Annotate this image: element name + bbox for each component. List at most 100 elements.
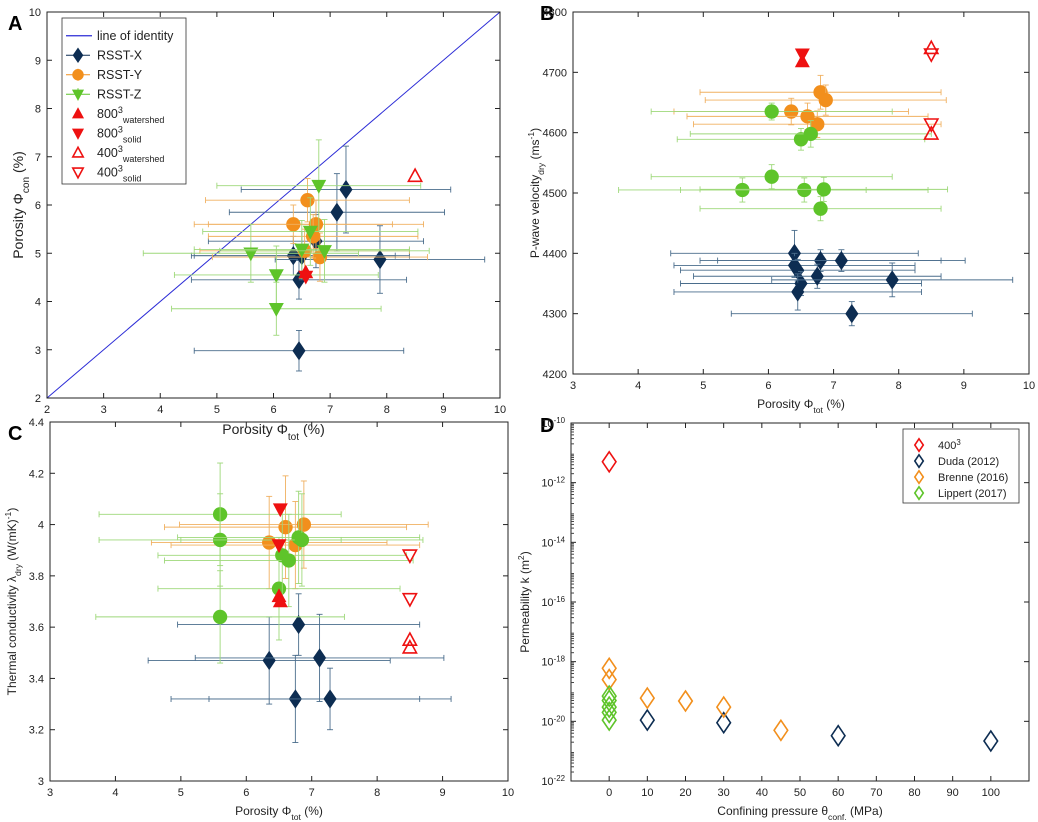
data-point — [407, 167, 424, 183]
legend-label: 8003watershed — [97, 105, 164, 125]
x-tick-label: 4 — [157, 404, 163, 416]
plot-area — [618, 39, 1014, 327]
legend-entry: Brenne (2016) — [913, 469, 1008, 485]
data-point — [677, 689, 694, 713]
y-tick-label: 3.8 — [29, 571, 44, 583]
x-tick-label: 5 — [214, 404, 220, 416]
legend-label: RSST-X — [97, 48, 143, 62]
y-tick-label: 4700 — [543, 67, 567, 79]
y-tick-label: 3 — [35, 345, 41, 357]
series-400-watershed — [407, 167, 424, 183]
data-point — [791, 282, 805, 302]
data-point — [601, 450, 617, 474]
y-axis-title: Porosity Φcon (%) — [10, 151, 32, 259]
x-axis-title: Porosity Φtot (%) — [235, 804, 323, 822]
legend-marker — [913, 485, 925, 501]
y-axis-title: P-wave velocitydry (ms-1) — [526, 128, 546, 258]
data-point — [715, 695, 732, 719]
y-tick-label: 4600 — [543, 128, 567, 140]
series-400-solid — [923, 48, 940, 133]
legend-label: 4003 — [938, 438, 961, 453]
data-point — [810, 266, 824, 286]
data-point — [923, 39, 940, 55]
series-rsst-z — [95, 462, 424, 664]
data-point — [312, 648, 327, 668]
data-point — [298, 270, 314, 285]
x-tick-label: 5 — [700, 380, 706, 392]
legend-label: 8003solid — [97, 124, 141, 144]
y-tick-label: 4500 — [543, 188, 567, 200]
x-tick-label: 20 — [679, 787, 691, 799]
data-point — [923, 48, 940, 63]
data-point — [268, 303, 284, 317]
data-point — [323, 689, 337, 709]
legend-entry: line of identity — [66, 29, 174, 43]
y-tick-label: 4400 — [543, 248, 567, 260]
legend-marker — [71, 89, 85, 101]
y-axis-title: Thermal conductivity λdry (W(mK)-1) — [3, 508, 23, 696]
data-point — [272, 503, 288, 518]
legend-label: line of identity — [97, 29, 174, 43]
data-point — [373, 249, 387, 270]
data-point — [294, 532, 310, 548]
panel-b: B 3 4 5 6 7 8 9 10 4200 4300 4400 4500 4600 4700 4800 Po… — [526, 3, 1035, 415]
x-tick-label: 6 — [270, 404, 276, 416]
x-tick-label: 70 — [870, 787, 882, 799]
x-tick-label: 0 — [606, 787, 612, 799]
y-tick-label: 4200 — [543, 369, 567, 381]
y-tick-label: 8 — [35, 104, 41, 116]
series-400-watershed — [401, 631, 418, 654]
data-point — [401, 631, 418, 647]
y-tick-label: 5 — [35, 248, 41, 260]
data-point — [830, 724, 846, 748]
axes-frame — [49, 421, 509, 782]
x-tick-label: 8 — [384, 404, 390, 416]
panel-d: D 0 10 20 30 40 50 60 70 80 90 100 10-22 10-20 10-18 10… — [516, 415, 1030, 822]
y-tick-label: 7 — [35, 152, 41, 164]
legend-label: RSST-Y — [97, 68, 143, 82]
y-tick-label: 3.6 — [29, 622, 44, 634]
data-point — [773, 718, 789, 742]
data-point — [272, 593, 288, 608]
legend-entry: 4003watershed — [71, 144, 164, 164]
x-axis-title: Porosity Φtot (%) — [757, 397, 845, 415]
series-400-watershed — [923, 39, 940, 140]
data-point — [816, 182, 831, 197]
data-point — [803, 126, 818, 142]
data-point — [316, 245, 332, 259]
x-tick-label: 50 — [794, 787, 806, 799]
legend-entry: RSST-X — [66, 47, 143, 63]
x-tick-label: 30 — [718, 787, 730, 799]
legend-marker — [913, 469, 925, 485]
x-tick-label: 9 — [961, 380, 967, 392]
legend: 4003 Duda (2012) Brenne (2016) Lippert (201… — [902, 428, 1020, 504]
legend-marker — [913, 453, 925, 469]
data-point — [401, 639, 418, 654]
series-rsst-z — [142, 139, 430, 336]
x-tick-label: 10 — [502, 787, 514, 799]
x-tick-label: 8 — [374, 787, 380, 799]
data-point — [923, 125, 940, 140]
legend-marker — [71, 128, 85, 140]
series-duda-2012- — [639, 708, 999, 753]
data-point — [281, 553, 296, 568]
data-point — [800, 109, 815, 124]
legend-marker — [72, 69, 84, 81]
x-tick-label: 6 — [243, 787, 249, 799]
data-point — [300, 193, 315, 208]
legend-label: 4003solid — [97, 163, 141, 183]
y-tick-label: 3 — [38, 776, 44, 788]
legend-entry: 8003watershed — [71, 105, 164, 125]
legend-entry: RSST-Z — [66, 87, 142, 101]
panel-label: C — [8, 423, 22, 445]
legend-marker — [71, 145, 85, 158]
panel-c: C 3 4 5 6 7 8 9 10 3 3.2 3.4 3.6 3.8 4 4.2 4.4 Porosity Φ… — [3, 417, 514, 822]
x-tick-label: 6 — [765, 380, 771, 392]
x-tick-label: 2 — [44, 404, 50, 416]
data-point — [601, 684, 617, 708]
y-tick-label: 4.4 — [29, 417, 44, 429]
data-point — [834, 250, 848, 271]
x-tick-label: 7 — [327, 404, 333, 416]
data-point — [601, 695, 617, 719]
panel-label: B — [540, 3, 554, 25]
